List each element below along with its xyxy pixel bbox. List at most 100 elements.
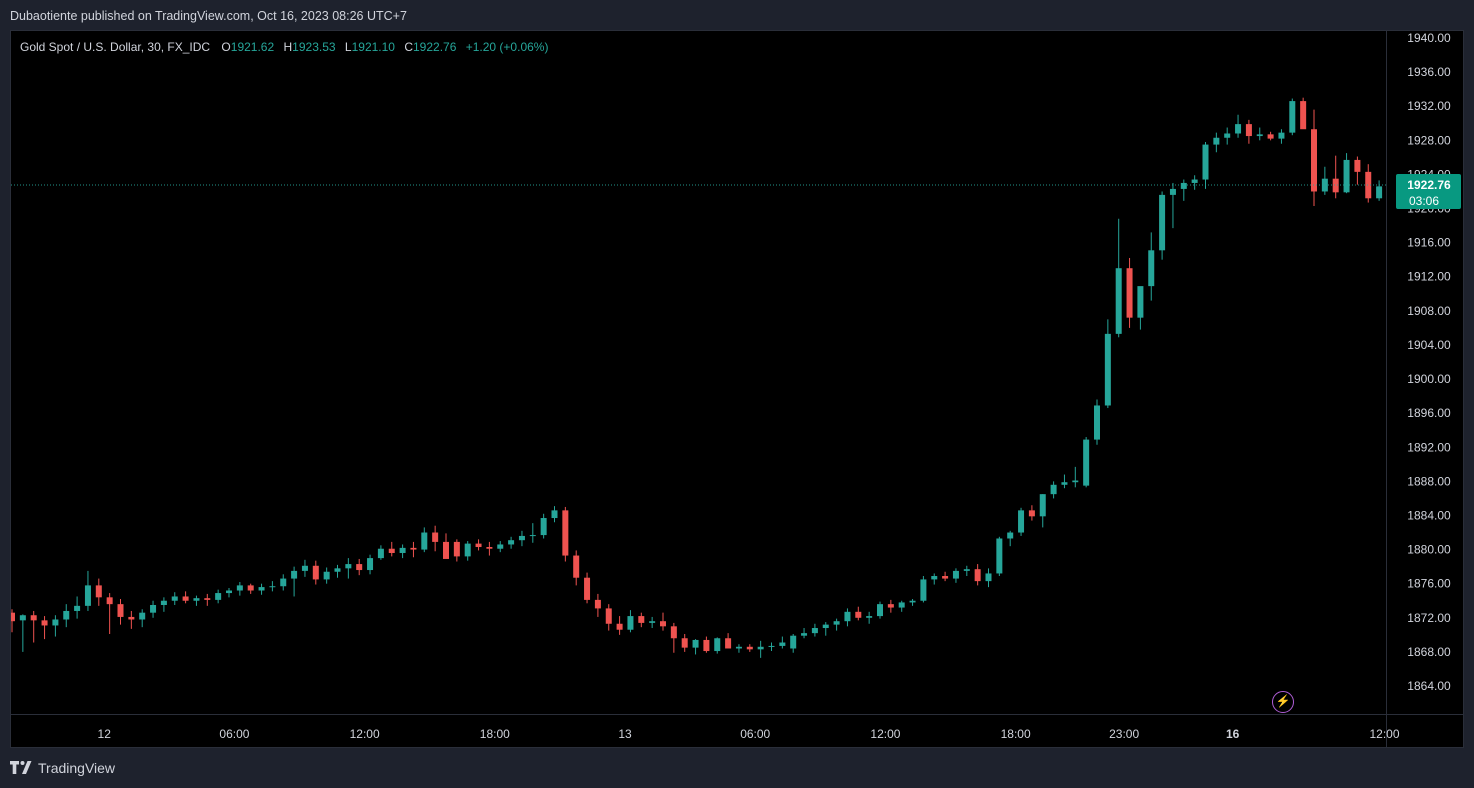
- candle-body: [345, 564, 352, 569]
- candle-body: [236, 585, 243, 591]
- candle-body: [52, 619, 59, 626]
- time-tick-label: 12:00: [350, 727, 380, 741]
- candle-body: [931, 576, 938, 580]
- candle-body: [443, 541, 449, 559]
- candle-body: [41, 620, 48, 626]
- candle-body: [670, 626, 677, 639]
- price-tick-label: 1908.00: [1407, 304, 1451, 318]
- time-tick-label: 13: [618, 727, 632, 741]
- candle-body: [1321, 178, 1328, 192]
- price-axis[interactable]: 1940.001936.001932.001928.001924.001920.…: [1407, 31, 1451, 693]
- candles: [11, 97, 1383, 658]
- time-tick-label: 12:00: [1370, 727, 1400, 741]
- candle-body: [453, 541, 460, 557]
- low-label: L: [344, 40, 352, 54]
- candle-body: [139, 612, 146, 620]
- candle-body: [421, 532, 428, 550]
- candle-body: [171, 596, 178, 601]
- candle-body: [226, 590, 232, 594]
- candle-body: [551, 510, 558, 519]
- last-price-badge-bg: [1396, 173, 1461, 209]
- tradingview-logo[interactable]: TradingView: [10, 760, 115, 776]
- candle-body: [1137, 286, 1144, 318]
- candle-body: [518, 535, 525, 541]
- price-tick-label: 1932.00: [1407, 99, 1451, 113]
- tradingview-logo-icon: [10, 761, 32, 774]
- candle-body: [974, 569, 981, 582]
- candle-body: [1300, 101, 1307, 130]
- candle-body: [757, 646, 764, 650]
- time-tick-label: 06:00: [219, 727, 249, 741]
- time-tick-label: 16: [1226, 727, 1240, 741]
- candle-body: [1126, 268, 1133, 318]
- candle-body: [356, 564, 363, 571]
- candle-body: [920, 579, 927, 601]
- candle-body: [1028, 510, 1035, 517]
- candle-body: [768, 645, 775, 647]
- price-tick-label: 1912.00: [1407, 270, 1451, 284]
- candle-body: [1191, 179, 1198, 183]
- candle-body: [204, 598, 211, 600]
- candle-body: [942, 576, 949, 579]
- top-bar: Dubaotiente published on TradingView.com…: [0, 0, 1474, 32]
- candle-body: [497, 544, 504, 549]
- last-price-badge: 1922.76 03:06: [1396, 173, 1461, 209]
- candle-body: [30, 615, 37, 621]
- candle-body: [1278, 132, 1285, 139]
- candle-body: [1159, 194, 1166, 251]
- time-tick-label: 12: [98, 727, 112, 741]
- candle-body: [150, 605, 157, 613]
- low-value: 1921.10: [351, 40, 395, 54]
- candle-body: [540, 518, 547, 536]
- open-value: 1921.62: [230, 40, 275, 54]
- price-tick-label: 1864.00: [1407, 679, 1451, 693]
- candle-body: [247, 585, 254, 591]
- candle-body: [1050, 484, 1057, 495]
- candle-body: [735, 646, 742, 649]
- candle-body: [269, 586, 276, 588]
- candle-body: [833, 621, 840, 625]
- time-axis[interactable]: 12 06:00 12:00 18:00 13 06:00 12:00 18:00 23:00 1…: [98, 727, 1400, 741]
- price-tick-label: 1940.00: [1407, 31, 1451, 45]
- close-value: 1922.76: [413, 40, 457, 54]
- candle-body: [638, 616, 645, 623]
- lightning-icon[interactable]: ⚡: [1272, 691, 1294, 713]
- open-label: O: [221, 40, 231, 54]
- candle-body: [215, 593, 222, 600]
- candle-body: [1148, 250, 1155, 287]
- chart-area[interactable]: 1940.001936.001932.001928.001924.001920.…: [10, 30, 1464, 748]
- candle-body: [573, 555, 580, 578]
- candle-body: [681, 638, 688, 648]
- candle-body: [985, 573, 992, 582]
- candle-body: [1061, 482, 1068, 485]
- candle-body: [1235, 124, 1242, 134]
- ohlc-legend: Gold Spot / U.S. Dollar, 30, FX_IDC O192…: [20, 40, 548, 54]
- candle-body: [649, 621, 656, 623]
- candle-body: [952, 570, 959, 579]
- candle-body: [193, 598, 200, 601]
- candle-body: [312, 565, 319, 580]
- candle-body: [1083, 439, 1090, 486]
- candle-body: [801, 633, 808, 636]
- tradingview-logo-text: TradingView: [38, 760, 116, 776]
- candle-body: [1007, 532, 1014, 539]
- chart-canvas[interactable]: 1940.001936.001932.001928.001924.001920.…: [11, 31, 1463, 747]
- candle-body: [616, 623, 623, 630]
- candle-body: [627, 616, 634, 630]
- price-tick-label: 1900.00: [1407, 372, 1451, 386]
- price-tick-label: 1896.00: [1407, 406, 1451, 420]
- time-tick-label: 18:00: [1001, 727, 1031, 741]
- candle-body: [1094, 405, 1100, 440]
- time-tick-label: 06:00: [740, 727, 770, 741]
- price-tick-label: 1876.00: [1407, 577, 1451, 591]
- candle-body: [301, 565, 308, 571]
- candle-body: [11, 612, 15, 622]
- candle-body: [605, 608, 612, 624]
- candle-body: [660, 621, 666, 627]
- candle-body: [725, 638, 732, 649]
- candle-body: [388, 548, 395, 553]
- candle-body: [1354, 159, 1361, 172]
- candle-body: [714, 638, 721, 652]
- candle-body: [1224, 133, 1231, 138]
- candle-body: [323, 571, 330, 580]
